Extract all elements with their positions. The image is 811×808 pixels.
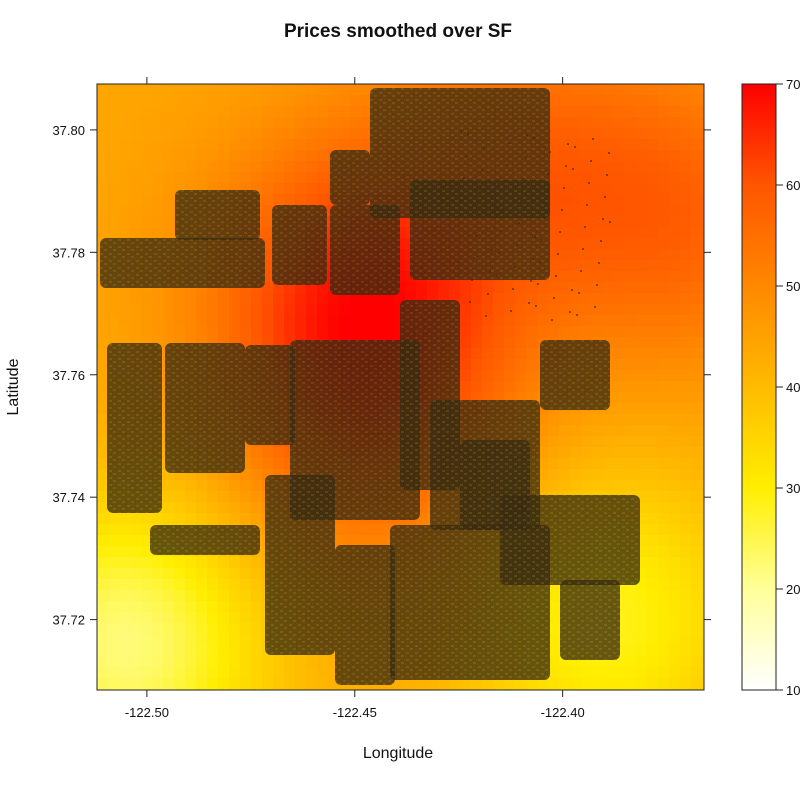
colorbar	[741, 83, 777, 691]
chart-title: Prices smoothed over SF	[284, 21, 512, 42]
plot-frame	[96, 83, 705, 691]
x-axis-title: Longitude	[363, 745, 433, 762]
y-tick-label: 37.72	[52, 613, 85, 628]
x-axis: -122.50 -122.45 -122.40	[125, 77, 585, 720]
colorbar-tick-label: 60	[786, 178, 800, 193]
colorbar-tick-label: 30	[786, 481, 800, 496]
y-tick-label: 37.74	[52, 490, 85, 505]
y-axis: 37.72 37.74 37.76 37.78 37.80	[52, 123, 711, 628]
colorbar-tick-label: 70	[786, 77, 800, 92]
colorbar-tick-label: 20	[786, 582, 800, 597]
y-tick-label: 37.80	[52, 123, 85, 138]
x-tick-label: -122.45	[333, 705, 377, 720]
colorbar-tick-label: 40	[786, 380, 800, 395]
y-tick-label: 37.76	[52, 368, 85, 383]
colorbar-axis: 10 20 30 40 50 60 70	[776, 77, 800, 698]
x-tick-label: -122.50	[125, 705, 169, 720]
y-axis-title: Latitude	[5, 358, 22, 415]
city-block-overlay	[100, 88, 640, 685]
x-tick-label: -122.40	[541, 705, 585, 720]
colorbar-tick-label: 10	[786, 683, 800, 698]
colorbar-tick-label: 50	[786, 279, 800, 294]
y-tick-label: 37.78	[52, 245, 85, 260]
